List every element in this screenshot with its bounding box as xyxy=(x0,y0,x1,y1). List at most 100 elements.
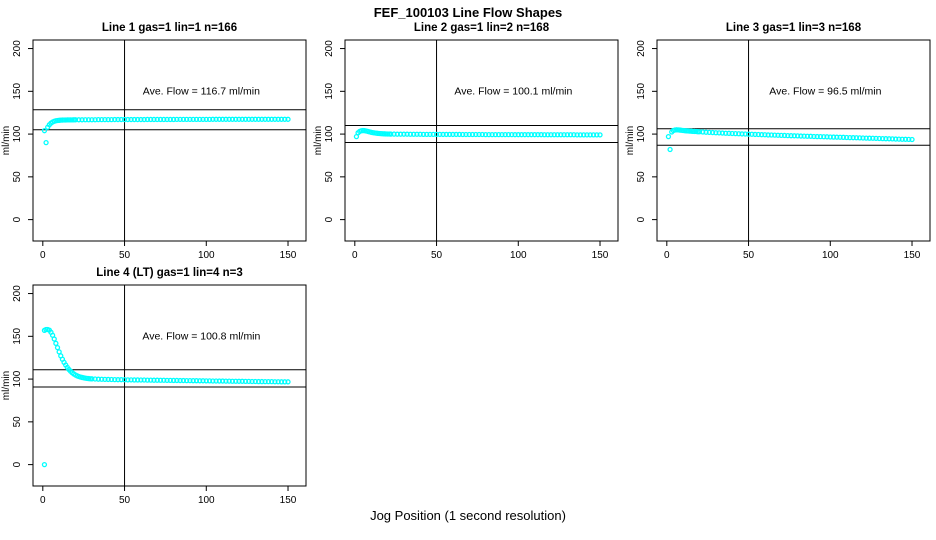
data-point xyxy=(275,116,281,122)
x-tick-label: 0 xyxy=(40,495,46,506)
data-point xyxy=(233,378,239,384)
data-point xyxy=(252,378,258,385)
data-point xyxy=(830,134,837,140)
data-point xyxy=(762,132,768,138)
annotation-ave-flow: Ave. Flow = 116.7 ml/min xyxy=(143,85,260,97)
data-point xyxy=(466,131,472,138)
data-point xyxy=(285,379,291,385)
data-point xyxy=(118,116,124,123)
data-point xyxy=(148,116,154,123)
data-point xyxy=(827,134,833,140)
data-point xyxy=(112,116,118,123)
data-point xyxy=(154,116,160,123)
data-point xyxy=(157,116,164,123)
data-point xyxy=(558,132,564,138)
data-point xyxy=(574,132,580,138)
data-point xyxy=(597,132,603,138)
data-point xyxy=(249,116,255,122)
data-point xyxy=(219,378,226,384)
data-point xyxy=(706,129,712,136)
data-point xyxy=(239,116,245,122)
data-point xyxy=(781,132,788,139)
data-point xyxy=(496,131,502,138)
y-tick-label: 200 xyxy=(12,285,23,302)
data-point xyxy=(242,378,249,385)
data-point xyxy=(197,378,203,384)
data-point xyxy=(174,377,180,384)
data-point xyxy=(115,377,121,383)
data-point xyxy=(144,377,151,383)
data-point xyxy=(909,136,915,143)
data-point xyxy=(667,146,673,153)
data-point xyxy=(200,378,206,384)
data-point xyxy=(811,133,817,140)
data-point xyxy=(870,135,876,141)
data-point xyxy=(255,116,262,122)
data-point xyxy=(99,376,105,382)
data-point xyxy=(427,131,433,137)
data-point xyxy=(210,378,216,384)
data-point xyxy=(229,378,236,384)
data-point xyxy=(590,132,597,138)
data-point xyxy=(486,131,492,138)
data-point xyxy=(411,131,417,137)
data-point xyxy=(745,131,752,137)
data-point xyxy=(404,131,410,137)
data-point xyxy=(278,116,285,122)
data-point xyxy=(899,136,905,142)
data-point xyxy=(236,378,242,384)
y-axis-label: ml/min xyxy=(1,371,12,400)
data-point xyxy=(108,116,115,123)
data-point xyxy=(164,116,170,123)
data-point xyxy=(161,116,167,123)
data-point xyxy=(157,377,164,383)
y-tick-label: 0 xyxy=(12,461,23,467)
data-point xyxy=(866,135,873,141)
data-point xyxy=(229,116,236,122)
data-point xyxy=(131,377,138,383)
plot-box xyxy=(344,39,619,242)
y-tick-label: 200 xyxy=(636,40,647,57)
data-point xyxy=(850,135,856,141)
y-tick-label: 50 xyxy=(324,171,335,183)
x-tick-label: 150 xyxy=(280,495,297,506)
data-point xyxy=(723,130,729,136)
chart-canvas-line-1: 0 50 100 150 0 50 100 150 200 ml/min Ave. Flow = 1… xyxy=(1,22,307,261)
data-point xyxy=(53,340,59,346)
chart-canvas-line-3: 0 50 100 150 0 50 100 150 200 ml/min Ave. Flow = 9… xyxy=(625,22,931,261)
data-point xyxy=(594,132,600,138)
data-point xyxy=(92,117,98,123)
y-tick-label: 100 xyxy=(12,125,23,142)
data-point xyxy=(121,377,128,383)
data-point xyxy=(450,131,456,138)
data-point xyxy=(190,378,196,384)
data-point xyxy=(249,378,255,385)
data-point xyxy=(141,116,147,123)
data-point xyxy=(509,131,515,138)
data-point xyxy=(817,134,824,140)
data-point xyxy=(151,116,157,123)
data-point xyxy=(92,376,98,382)
data-point xyxy=(89,376,95,382)
data-point xyxy=(99,116,105,123)
data-point xyxy=(726,130,732,136)
data-point xyxy=(512,132,518,138)
y-tick-label: 150 xyxy=(636,83,647,100)
data-point xyxy=(105,116,111,123)
y-tick-label: 150 xyxy=(12,328,23,345)
data-point xyxy=(108,376,115,383)
data-point xyxy=(713,130,719,136)
data-point xyxy=(456,131,463,138)
data-point xyxy=(853,135,860,141)
data-point xyxy=(269,379,275,385)
data-point xyxy=(128,377,134,383)
data-point xyxy=(226,378,232,384)
data-point xyxy=(518,132,525,138)
subplot-title: Line 1 gas=1 lin=1 n=166 xyxy=(102,22,237,34)
data-point xyxy=(200,116,206,123)
data-point xyxy=(89,117,95,123)
data-point xyxy=(216,378,223,384)
data-point xyxy=(95,376,102,382)
data-point xyxy=(187,116,193,123)
data-point xyxy=(528,132,535,138)
